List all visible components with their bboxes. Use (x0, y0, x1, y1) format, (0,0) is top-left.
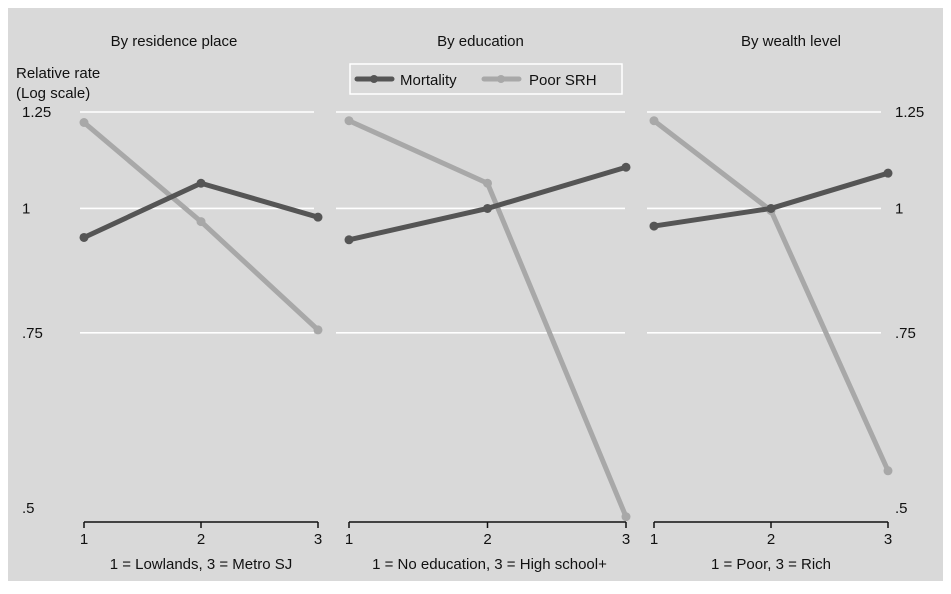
legend-mortality-label: Mortality (400, 72, 457, 89)
x-axis-label: 1 = Lowlands, 3 = Metro SJ (110, 556, 293, 573)
series-point-poor-srh (649, 116, 659, 126)
panel-title: By residence place (111, 33, 238, 50)
series-point-mortality (79, 232, 89, 242)
x-tick-label: 1 (80, 531, 88, 548)
legend-poor-srh-marker (497, 75, 505, 83)
x-tick-label: 1 (650, 531, 658, 548)
series-point-mortality (483, 203, 492, 213)
panel-2: By education 1 2 3 1 = No education, 3 = Hig… (336, 33, 631, 573)
y-tick-label: 1 (895, 200, 903, 217)
panel-title: By education (437, 33, 524, 50)
y-tick-label: .75 (895, 325, 916, 342)
series-point-mortality (883, 168, 893, 178)
series-point-poor-srh (621, 512, 631, 522)
series-point-poor-srh (344, 116, 354, 126)
x-tick-label: 2 (197, 531, 205, 548)
series-point-mortality (196, 178, 206, 188)
y-tick-label: 1 (22, 200, 30, 217)
x-tick-label: 2 (767, 531, 775, 548)
x-tick-label: 3 (884, 531, 892, 548)
panel-title: By wealth level (741, 33, 841, 50)
x-tick-label: 1 (345, 531, 353, 548)
y-tick-label: 1.25 (895, 104, 924, 121)
chart-panels: By residence place .5 .75 1 1.25 1 2 3 1 = Lowla… (22, 33, 924, 573)
series-point-poor-srh (79, 117, 89, 127)
series-point-mortality (313, 212, 323, 222)
legend-mortality-marker (370, 75, 378, 83)
series-point-mortality (766, 203, 776, 213)
legend-poor-srh-label: Poor SRH (529, 72, 597, 89)
chart-background (8, 8, 943, 581)
series-point-poor-srh (483, 178, 492, 188)
panel-1: By residence place .5 .75 1 1.25 1 2 3 1 = Lowla… (22, 33, 323, 573)
x-tick-label: 3 (314, 531, 322, 548)
series-point-poor-srh (196, 217, 206, 227)
series-point-mortality (344, 235, 354, 245)
x-tick-label: 3 (622, 531, 630, 548)
x-tick-label: 2 (483, 531, 491, 548)
y-tick-label: .5 (22, 500, 35, 517)
series-point-poor-srh (313, 325, 323, 335)
y-axis-title-line2: (Log scale) (16, 85, 90, 102)
y-tick-label: .75 (22, 325, 43, 342)
series-point-poor-srh (883, 466, 893, 476)
y-axis-title-line1: Relative rate (16, 65, 100, 82)
x-axis-label: 1 = No education, 3 = High school+ (372, 556, 607, 573)
y-tick-label: .5 (895, 500, 908, 517)
x-axis-label: 1 = Poor, 3 = Rich (711, 556, 831, 573)
y-tick-label: 1.25 (22, 104, 51, 121)
panel-3: By wealth level .5 .75 1 1.25 1 2 3 1 = Poor, 3 … (647, 33, 924, 573)
series-point-mortality (649, 221, 659, 231)
legend: Mortality Poor SRH (349, 63, 623, 95)
series-point-mortality (621, 162, 631, 172)
